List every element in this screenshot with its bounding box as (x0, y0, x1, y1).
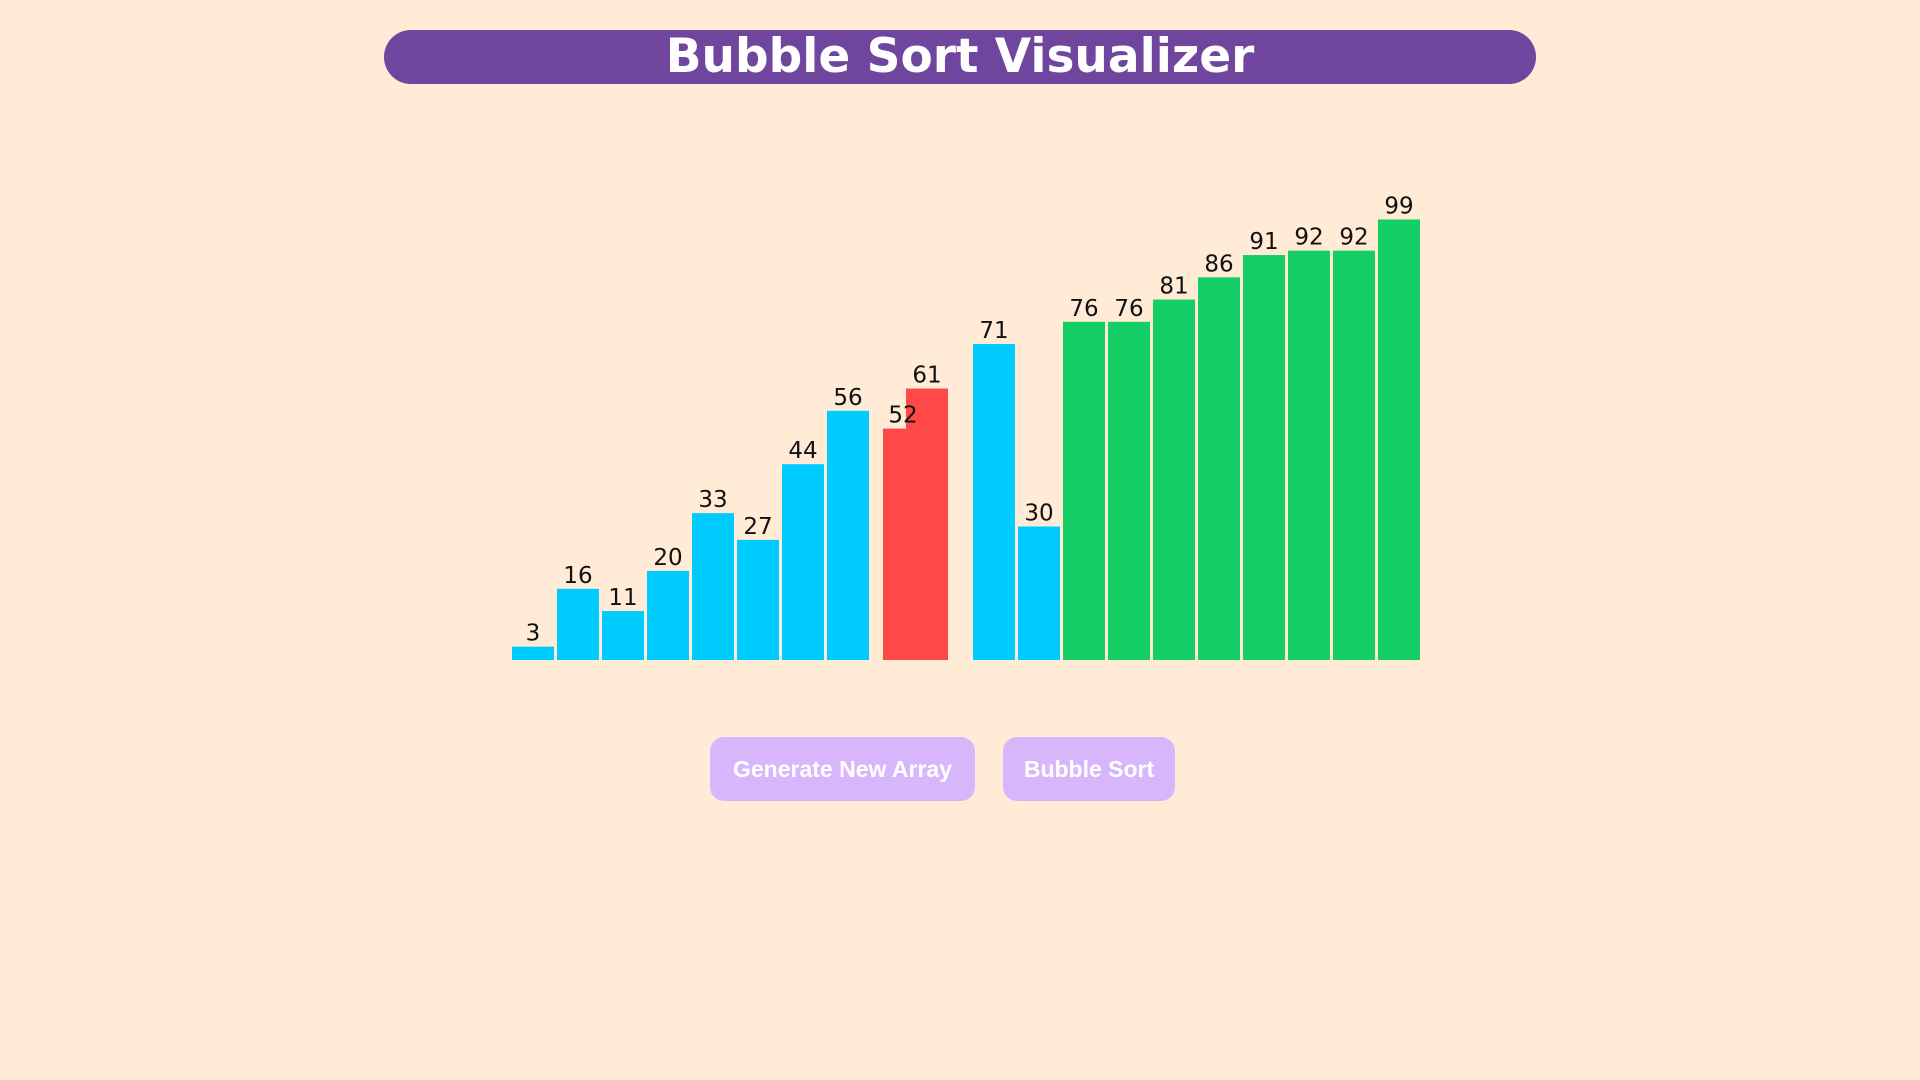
bar-15-sorted (1198, 277, 1240, 660)
bar-value-label-10: 71 (979, 318, 1008, 344)
bar-chart: 3 16 11 20 33 27 44 56 52 61 71 30 76 76 81 86 91 92 92 99 (512, 193, 1420, 661)
bar-value-label-19: 99 (1384, 193, 1413, 219)
bar-18-sorted (1333, 250, 1375, 660)
bar-19-sorted (1378, 219, 1420, 660)
bars-layer (512, 219, 1420, 661)
bar-value-label-7: 56 (833, 385, 862, 411)
bubble-sort-button[interactable]: Bubble Sort (1003, 737, 1175, 801)
generate-new-array-button[interactable]: Generate New Array (710, 737, 975, 801)
bar-value-label-14: 81 (1159, 274, 1188, 300)
bar-value-label-18: 92 (1339, 225, 1368, 251)
bar-value-label-0: 3 (526, 621, 541, 647)
bar-value-label-6: 44 (788, 438, 817, 464)
bar-value-label-4: 33 (698, 487, 727, 513)
bar-12-sorted (1063, 321, 1105, 660)
bar-value-label-12: 76 (1069, 296, 1098, 322)
bar-value-label-11: 30 (1024, 501, 1053, 527)
value-labels-layer: 3 16 11 20 33 27 44 56 52 61 71 30 76 76 81 86 91 92 92 99 (526, 193, 1414, 646)
generate-new-array-label: Generate New Array (732, 755, 953, 782)
bar-2 (602, 611, 644, 660)
bar-value-label-17: 92 (1294, 225, 1323, 251)
bar-9-comparing (906, 388, 948, 660)
bar-3 (647, 571, 689, 660)
bar-0 (512, 646, 554, 660)
bar-value-label-1: 16 (563, 563, 592, 589)
bar-16-sorted (1243, 255, 1285, 661)
bar-value-label-8: 52 (888, 403, 917, 429)
bar-13-sorted (1108, 321, 1150, 660)
title-bar: Bubble Sort Visualizer (384, 30, 1536, 84)
bar-value-label-2: 11 (608, 585, 637, 611)
bar-value-label-16: 91 (1249, 229, 1278, 255)
page-title: Bubble Sort Visualizer (665, 29, 1255, 84)
bar-17-sorted (1288, 250, 1330, 660)
bar-5 (737, 539, 779, 660)
bar-value-label-9: 61 (912, 363, 941, 389)
bar-14-sorted (1153, 299, 1195, 660)
bar-4 (692, 513, 734, 660)
bar-value-label-13: 76 (1114, 296, 1143, 322)
bubble-sort-label: Bubble Sort (1023, 755, 1155, 782)
bar-value-label-3: 20 (653, 545, 682, 571)
bar-value-label-5: 27 (743, 514, 772, 540)
bar-11 (1018, 526, 1060, 660)
bar-value-label-15: 86 (1204, 251, 1233, 277)
bar-1 (557, 588, 599, 660)
bar-7 (827, 410, 869, 660)
bar-10 (973, 344, 1015, 660)
bar-6 (782, 464, 824, 660)
